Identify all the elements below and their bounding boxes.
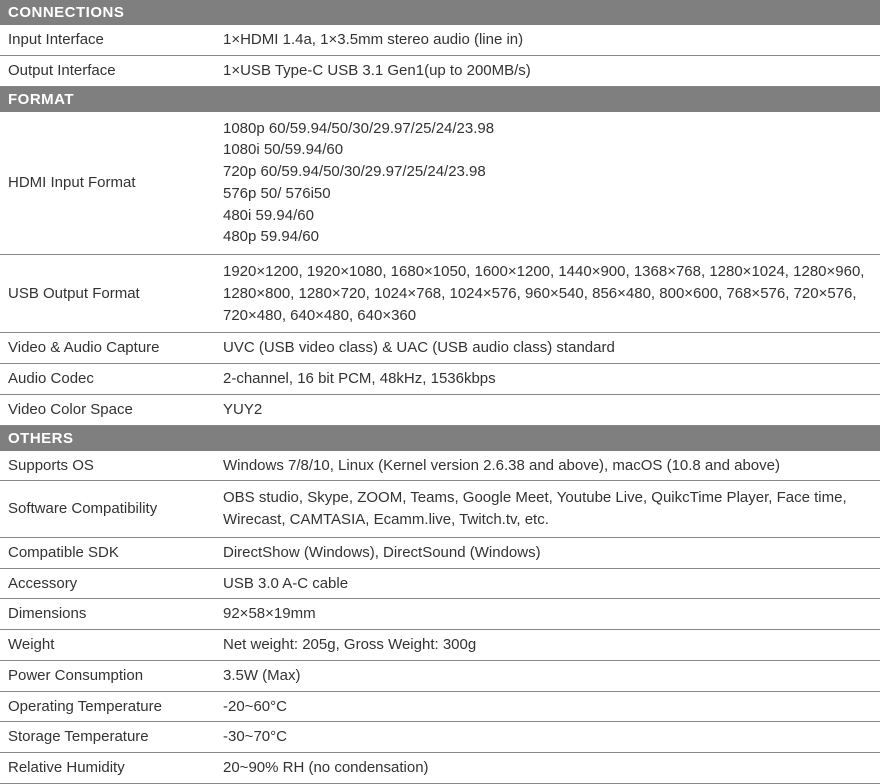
table-row: Dimensions92×58×19mm <box>0 599 880 630</box>
spec-label: USB Output Format <box>0 255 215 333</box>
spec-label: Video & Audio Capture <box>0 333 215 364</box>
table-row: Operating Temperature-20~60°C <box>0 691 880 722</box>
spec-value: OBS studio, Skype, ZOOM, Teams, Google M… <box>215 481 880 538</box>
spec-label: Dimensions <box>0 599 215 630</box>
spec-label: Power Consumption <box>0 660 215 691</box>
section-title: OTHERS <box>0 425 880 451</box>
spec-value: -20~60°C <box>215 691 880 722</box>
spec-label: Output Interface <box>0 55 215 86</box>
spec-value: -30~70°C <box>215 722 880 753</box>
spec-value: USB 3.0 A-C cable <box>215 568 880 599</box>
table-row: AccessoryUSB 3.0 A-C cable <box>0 568 880 599</box>
spec-label: HDMI Input Format <box>0 112 215 255</box>
section-header: CONNECTIONS <box>0 0 880 25</box>
spec-label: Software Compatibility <box>0 481 215 538</box>
spec-value: 2-channel, 16 bit PCM, 48kHz, 1536kbps <box>215 364 880 395</box>
spec-value: Net weight: 205g, Gross Weight: 300g <box>215 630 880 661</box>
spec-label: Audio Codec <box>0 364 215 395</box>
table-row: Input Interface1×HDMI 1.4a, 1×3.5mm ster… <box>0 25 880 55</box>
spec-label: Storage Temperature <box>0 722 215 753</box>
table-row: Video Color SpaceYUY2 <box>0 394 880 425</box>
spec-table: CONNECTIONSInput Interface1×HDMI 1.4a, 1… <box>0 0 880 784</box>
spec-value: 3.5W (Max) <box>215 660 880 691</box>
table-row: Audio Codec2-channel, 16 bit PCM, 48kHz,… <box>0 364 880 395</box>
spec-label: Video Color Space <box>0 394 215 425</box>
table-row: USB Output Format1920×1200, 1920×1080, 1… <box>0 255 880 333</box>
section-header: FORMAT <box>0 86 880 112</box>
table-row: Software CompatibilityOBS studio, Skype,… <box>0 481 880 538</box>
table-row: Output Interface1×USB Type-C USB 3.1 Gen… <box>0 55 880 86</box>
spec-label: Compatible SDK <box>0 537 215 568</box>
section-title: FORMAT <box>0 86 880 112</box>
spec-label: Accessory <box>0 568 215 599</box>
table-row: HDMI Input Format1080p 60/59.94/50/30/29… <box>0 112 880 255</box>
table-row: Compatible SDKDirectShow (Windows), Dire… <box>0 537 880 568</box>
spec-value: DirectShow (Windows), DirectSound (Windo… <box>215 537 880 568</box>
spec-value: 1×USB Type-C USB 3.1 Gen1(up to 200MB/s) <box>215 55 880 86</box>
table-row: Storage Temperature-30~70°C <box>0 722 880 753</box>
table-row: Power Consumption3.5W (Max) <box>0 660 880 691</box>
spec-value: UVC (USB video class) & UAC (USB audio c… <box>215 333 880 364</box>
spec-label: Weight <box>0 630 215 661</box>
spec-value: 1×HDMI 1.4a, 1×3.5mm stereo audio (line … <box>215 25 880 55</box>
spec-value: 1080p 60/59.94/50/30/29.97/25/24/23.98 1… <box>215 112 880 255</box>
table-row: Relative Humidity20~90% RH (no condensat… <box>0 753 880 784</box>
spec-label: Relative Humidity <box>0 753 215 784</box>
spec-label: Input Interface <box>0 25 215 55</box>
spec-value: 20~90% RH (no condensation) <box>215 753 880 784</box>
spec-value: YUY2 <box>215 394 880 425</box>
spec-label: Operating Temperature <box>0 691 215 722</box>
table-row: Supports OSWindows 7/8/10, Linux (Kernel… <box>0 451 880 481</box>
spec-value: 92×58×19mm <box>215 599 880 630</box>
spec-value: Windows 7/8/10, Linux (Kernel version 2.… <box>215 451 880 481</box>
spec-label: Supports OS <box>0 451 215 481</box>
section-title: CONNECTIONS <box>0 0 880 25</box>
table-row: WeightNet weight: 205g, Gross Weight: 30… <box>0 630 880 661</box>
spec-value: 1920×1200, 1920×1080, 1680×1050, 1600×12… <box>215 255 880 333</box>
table-row: Video & Audio CaptureUVC (USB video clas… <box>0 333 880 364</box>
section-header: OTHERS <box>0 425 880 451</box>
